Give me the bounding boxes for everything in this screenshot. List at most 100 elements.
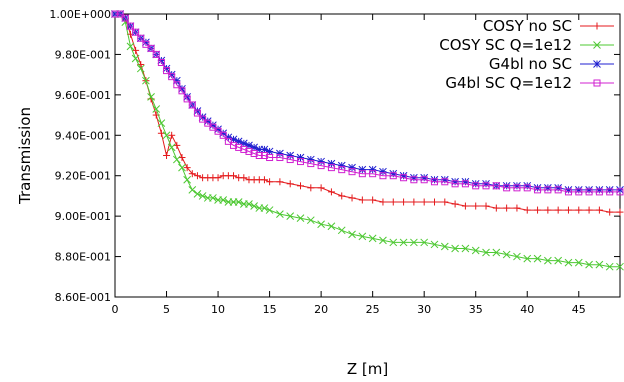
data-point bbox=[337, 161, 346, 170]
data-point bbox=[178, 163, 186, 172]
data-point bbox=[595, 260, 604, 269]
data-point bbox=[234, 198, 243, 206]
data-point bbox=[544, 206, 552, 214]
data-point bbox=[199, 115, 207, 123]
data-point bbox=[492, 248, 501, 257]
data-point bbox=[306, 216, 315, 225]
data-point bbox=[245, 200, 253, 208]
data-point bbox=[368, 165, 377, 174]
data-point bbox=[250, 202, 258, 210]
data-point bbox=[430, 198, 438, 206]
data-point bbox=[544, 256, 552, 265]
legend-label: COSY no SC bbox=[483, 17, 572, 35]
data-point bbox=[616, 208, 624, 216]
data-point bbox=[348, 168, 356, 176]
data-point bbox=[307, 160, 315, 168]
data-point bbox=[400, 174, 408, 182]
x-tick-label: 30 bbox=[417, 303, 431, 316]
data-point bbox=[534, 206, 542, 214]
y-tick-label: 9.20E-001 bbox=[55, 170, 111, 183]
data-point bbox=[616, 262, 624, 271]
data-point bbox=[162, 131, 171, 140]
data-point bbox=[204, 119, 212, 127]
data-point bbox=[523, 254, 532, 263]
legend-entry: G4bl SC Q=1e12 bbox=[445, 74, 614, 92]
data-point bbox=[575, 188, 583, 196]
data-point bbox=[441, 178, 449, 186]
data-point bbox=[116, 10, 124, 18]
data-point bbox=[410, 238, 418, 247]
data-point bbox=[250, 149, 258, 157]
legend-label: COSY SC Q=1e12 bbox=[439, 36, 572, 54]
x-tick-label: 0 bbox=[112, 303, 119, 316]
data-point bbox=[167, 143, 176, 152]
data-point bbox=[126, 22, 134, 30]
x-tick-label: 45 bbox=[572, 303, 586, 316]
x-tick-label: 15 bbox=[263, 303, 277, 316]
data-point bbox=[137, 34, 145, 42]
data-point bbox=[420, 238, 429, 247]
y-tick-label: 8.80E-001 bbox=[55, 251, 111, 264]
legend-marker bbox=[593, 41, 601, 49]
y-tick-label: 8.60E-001 bbox=[55, 291, 111, 304]
data-point bbox=[564, 258, 573, 267]
data-point bbox=[297, 158, 305, 166]
data-point bbox=[173, 81, 181, 89]
data-point bbox=[188, 186, 197, 194]
legend-label: G4bl no SC bbox=[489, 55, 572, 73]
data-point bbox=[575, 206, 583, 214]
data-point bbox=[178, 87, 186, 95]
data-point bbox=[286, 180, 294, 188]
x-axis-label: Z [m] bbox=[347, 360, 388, 378]
data-point bbox=[266, 154, 274, 162]
data-point bbox=[178, 154, 186, 162]
data-point bbox=[183, 164, 191, 172]
data-point bbox=[574, 258, 583, 267]
data-point bbox=[296, 153, 305, 162]
y-tick-label: 9.80E-001 bbox=[55, 48, 111, 61]
data-point bbox=[348, 163, 356, 172]
data-point bbox=[348, 230, 356, 239]
data-point bbox=[286, 212, 295, 220]
data-point bbox=[214, 174, 222, 182]
data-point bbox=[369, 196, 377, 204]
data-point bbox=[585, 206, 593, 214]
data-point bbox=[564, 188, 572, 196]
data-point bbox=[441, 198, 449, 206]
data-point bbox=[157, 119, 166, 128]
legend-label: G4bl SC Q=1e12 bbox=[445, 74, 572, 92]
data-point bbox=[399, 238, 408, 247]
data-point bbox=[306, 155, 315, 164]
data-point bbox=[564, 206, 572, 214]
series-cosy-sc-q-1e12 bbox=[111, 10, 624, 271]
data-point bbox=[276, 178, 284, 186]
legend-entry: COSY no SC bbox=[483, 17, 614, 35]
data-point bbox=[503, 204, 511, 212]
data-point bbox=[358, 232, 367, 241]
data-point bbox=[523, 184, 531, 192]
data-point bbox=[616, 188, 624, 196]
data-point bbox=[451, 180, 459, 188]
data-point bbox=[606, 208, 614, 216]
data-point bbox=[317, 157, 325, 166]
x-tick-label: 5 bbox=[163, 303, 170, 316]
data-point bbox=[172, 155, 181, 164]
data-point bbox=[544, 186, 552, 194]
data-point bbox=[111, 10, 119, 18]
data-point bbox=[286, 156, 294, 164]
data-point bbox=[492, 182, 500, 190]
data-point bbox=[266, 178, 274, 186]
data-point bbox=[461, 244, 470, 253]
data-point bbox=[276, 210, 284, 218]
data-point bbox=[240, 145, 248, 153]
data-point bbox=[513, 204, 521, 212]
data-point bbox=[369, 170, 377, 178]
data-point bbox=[142, 76, 150, 85]
data-point bbox=[379, 236, 387, 245]
data-point bbox=[132, 28, 140, 36]
data-point bbox=[513, 252, 521, 261]
data-point bbox=[173, 141, 181, 149]
data-point bbox=[183, 175, 191, 184]
data-point bbox=[131, 54, 140, 63]
